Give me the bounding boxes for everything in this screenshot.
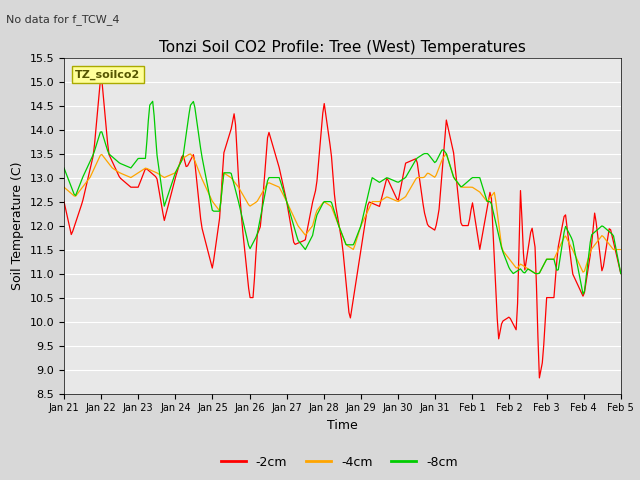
-4cm bbox=[616, 247, 623, 252]
-4cm bbox=[458, 184, 466, 190]
-4cm bbox=[79, 184, 87, 190]
-8cm bbox=[79, 174, 87, 180]
-2cm bbox=[348, 306, 356, 312]
-4cm bbox=[97, 152, 104, 158]
-8cm bbox=[149, 98, 157, 104]
-8cm bbox=[97, 129, 104, 135]
Y-axis label: Soil Temperature (C): Soil Temperature (C) bbox=[11, 161, 24, 290]
-4cm bbox=[617, 247, 625, 252]
-8cm bbox=[616, 263, 623, 269]
-8cm bbox=[458, 183, 466, 189]
-8cm bbox=[617, 271, 625, 276]
Legend: -2cm, -4cm, -8cm: -2cm, -4cm, -8cm bbox=[216, 451, 463, 474]
-2cm bbox=[79, 197, 87, 203]
-4cm bbox=[346, 245, 354, 251]
-2cm bbox=[60, 199, 68, 204]
Text: TZ_soilco2: TZ_soilco2 bbox=[75, 70, 140, 80]
-8cm bbox=[541, 259, 549, 264]
-8cm bbox=[579, 291, 587, 297]
Text: No data for f_TCW_4: No data for f_TCW_4 bbox=[6, 14, 120, 25]
-4cm bbox=[442, 151, 450, 156]
-2cm bbox=[617, 271, 625, 276]
-2cm bbox=[536, 375, 543, 381]
-2cm bbox=[97, 78, 104, 84]
-2cm bbox=[98, 77, 106, 83]
-2cm bbox=[616, 264, 623, 270]
Line: -2cm: -2cm bbox=[64, 80, 621, 378]
-4cm bbox=[532, 271, 540, 276]
-8cm bbox=[348, 242, 356, 248]
Line: -8cm: -8cm bbox=[64, 101, 621, 294]
-2cm bbox=[458, 223, 466, 228]
-4cm bbox=[543, 256, 550, 262]
-2cm bbox=[543, 295, 550, 300]
-8cm bbox=[60, 165, 68, 171]
Line: -4cm: -4cm bbox=[64, 154, 621, 274]
Title: Tonzi Soil CO2 Profile: Tree (West) Temperatures: Tonzi Soil CO2 Profile: Tree (West) Temp… bbox=[159, 40, 526, 55]
X-axis label: Time: Time bbox=[327, 419, 358, 432]
-4cm bbox=[60, 184, 68, 190]
